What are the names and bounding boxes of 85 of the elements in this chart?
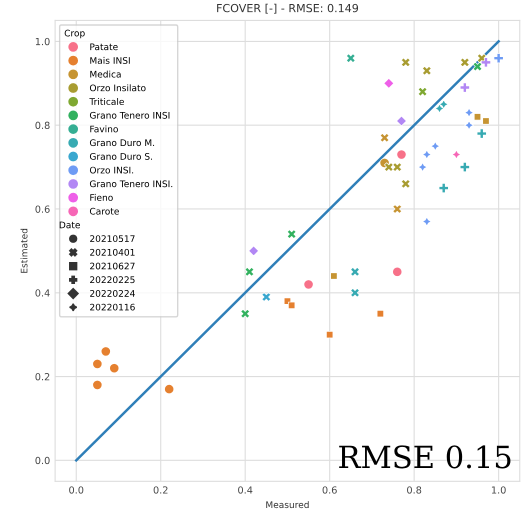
point — [434, 104, 444, 114]
legend-label: 20210401 — [90, 248, 135, 256]
point — [248, 246, 259, 256]
point — [286, 229, 296, 239]
legend-label: Patate — [90, 43, 118, 50]
point — [422, 66, 432, 76]
point — [380, 133, 390, 143]
legend-title: Crop — [64, 30, 85, 38]
point — [164, 384, 174, 394]
legend-label: Triticale — [89, 98, 124, 106]
y-tick-label: 0.0 — [35, 456, 50, 464]
point — [392, 204, 402, 214]
legend-label: Grano Duro S. — [90, 152, 152, 160]
point — [350, 288, 360, 298]
point — [438, 183, 449, 194]
point — [400, 179, 410, 189]
point — [392, 266, 402, 277]
point — [480, 57, 491, 68]
x-axis-title: Measured — [266, 501, 309, 508]
legend-label: Orzo Insilato — [90, 84, 146, 92]
point — [288, 302, 296, 309]
point — [472, 62, 482, 72]
legend-label: Grano Duro M. — [90, 139, 154, 146]
point — [422, 216, 432, 226]
point — [460, 58, 470, 68]
point — [100, 346, 111, 356]
point — [350, 267, 360, 277]
legend-label: Orzo INSI. — [90, 166, 134, 174]
annotation: RMSE 0.15 — [339, 445, 510, 468]
point — [396, 150, 406, 160]
point — [494, 53, 504, 64]
legend-label: Medica — [90, 70, 121, 78]
point — [430, 141, 440, 151]
point — [396, 116, 407, 126]
point — [418, 162, 428, 172]
point — [384, 162, 394, 172]
legend-label: 20220225 — [90, 276, 135, 284]
point — [460, 162, 470, 172]
x-tick-label: 1.0 — [492, 486, 506, 494]
point — [400, 58, 410, 68]
chart-title: FCOVER [-] - RMSE: 0.149 — [217, 4, 358, 14]
legend-label: Grano Tenero INSI. — [90, 180, 172, 188]
legend-label: 20220224 — [90, 290, 135, 297]
legend-label: 20210627 — [90, 262, 135, 270]
legend-label: Mais INSI — [90, 56, 130, 64]
y-tick-label: 0.2 — [35, 373, 50, 380]
point — [438, 100, 448, 110]
x-tick-label: 0.6 — [322, 486, 337, 494]
y-tick-label: 0.8 — [35, 122, 50, 130]
point — [452, 150, 462, 160]
point — [464, 108, 474, 118]
y-axis-title: Estimated — [20, 228, 28, 273]
text: Date — [60, 222, 80, 228]
point — [240, 308, 250, 318]
x-tick-label: 0.0 — [69, 486, 84, 494]
point — [418, 86, 428, 96]
point — [460, 82, 470, 93]
y-tick-label: 0.6 — [35, 205, 50, 213]
point — [262, 292, 272, 302]
legend-label: 20210517 — [90, 235, 135, 242]
point — [92, 358, 102, 369]
point — [304, 279, 314, 290]
y-tick-label: 1.0 — [36, 38, 50, 46]
point — [422, 150, 432, 160]
point — [384, 78, 394, 89]
point — [326, 331, 334, 338]
legend-label: 20220116 — [90, 304, 135, 311]
point — [330, 272, 338, 280]
y-tick-label: 0.4 — [35, 289, 50, 297]
point — [474, 113, 482, 120]
x-tick-label: 0.4 — [238, 486, 252, 494]
point — [392, 162, 402, 172]
point — [92, 380, 102, 390]
legend-label: Carote — [90, 208, 119, 215]
point — [482, 117, 490, 125]
legend-label: Fieno — [90, 194, 113, 201]
point — [244, 267, 254, 277]
point — [346, 53, 356, 63]
legend-label: Favino — [90, 125, 118, 132]
x-tick-label: 0.2 — [154, 486, 168, 494]
point — [109, 363, 120, 374]
point — [376, 310, 384, 318]
point — [476, 128, 487, 139]
x-tick-label: 0.8 — [407, 486, 422, 494]
legend-label: Grano Tenero INSI — [90, 112, 170, 119]
